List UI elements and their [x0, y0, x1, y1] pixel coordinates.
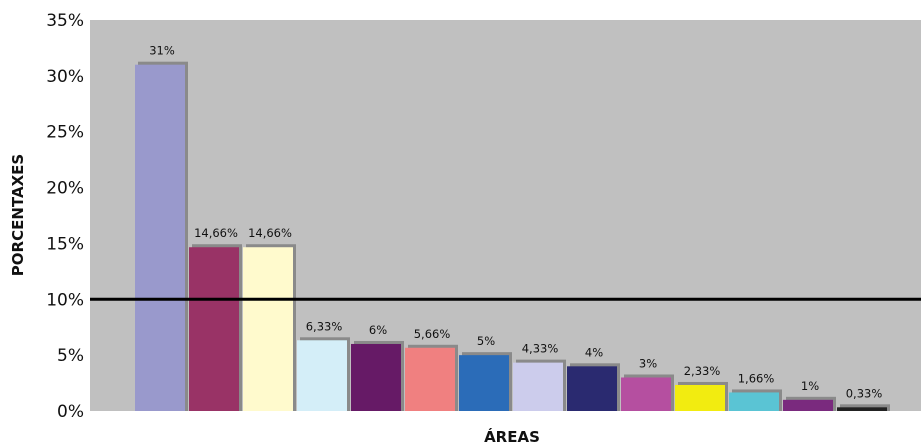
y-tick-label: 10% [46, 290, 84, 310]
y-axis-title: PORCENTAXES [9, 154, 27, 276]
bar [351, 343, 401, 411]
data-label: 6% [369, 323, 387, 337]
data-label: 6,33% [306, 319, 343, 333]
data-label: 4,33% [522, 342, 559, 356]
data-label: 1% [801, 379, 819, 393]
data-label: 31% [149, 44, 175, 58]
bar [837, 407, 887, 411]
data-label: 5,66% [414, 327, 451, 341]
data-label: 4% [585, 345, 603, 359]
bar [513, 362, 563, 411]
data-label: 14,66% [248, 226, 292, 240]
data-label: 1,66% [738, 371, 775, 385]
bars-group [135, 61, 890, 411]
bar [297, 340, 347, 411]
y-tick-label: 5% [57, 346, 84, 366]
data-label: 5% [477, 334, 495, 348]
y-tick-label: 0% [57, 402, 84, 422]
y-tick-label: 30% [46, 67, 84, 87]
bar [621, 377, 671, 411]
data-labels: 31% 14,66% 14,66% 6,33% 6% 5,66% 5% 4,33% 4% 3% 2,… [149, 44, 882, 401]
y-tick-label: 20% [46, 179, 84, 199]
bar [675, 384, 725, 411]
data-label: 0,33% [846, 386, 883, 400]
y-axis-ticks: 0% 5% 10% 15% 20% 25% 30% 35% [46, 11, 84, 422]
y-tick-label: 35% [46, 11, 84, 31]
bar [783, 399, 833, 411]
y-tick-label: 15% [46, 234, 84, 254]
bar [567, 366, 617, 411]
x-axis-title: ÁREAS [484, 427, 540, 446]
bar [243, 247, 293, 411]
data-label: 2,33% [684, 364, 721, 378]
bar [405, 347, 455, 411]
bar [135, 64, 185, 411]
data-label: 14,66% [194, 226, 238, 240]
bar [729, 392, 779, 411]
bar [189, 247, 239, 411]
data-label: 3% [639, 356, 657, 370]
bar [459, 355, 509, 411]
y-tick-label: 25% [46, 123, 84, 143]
